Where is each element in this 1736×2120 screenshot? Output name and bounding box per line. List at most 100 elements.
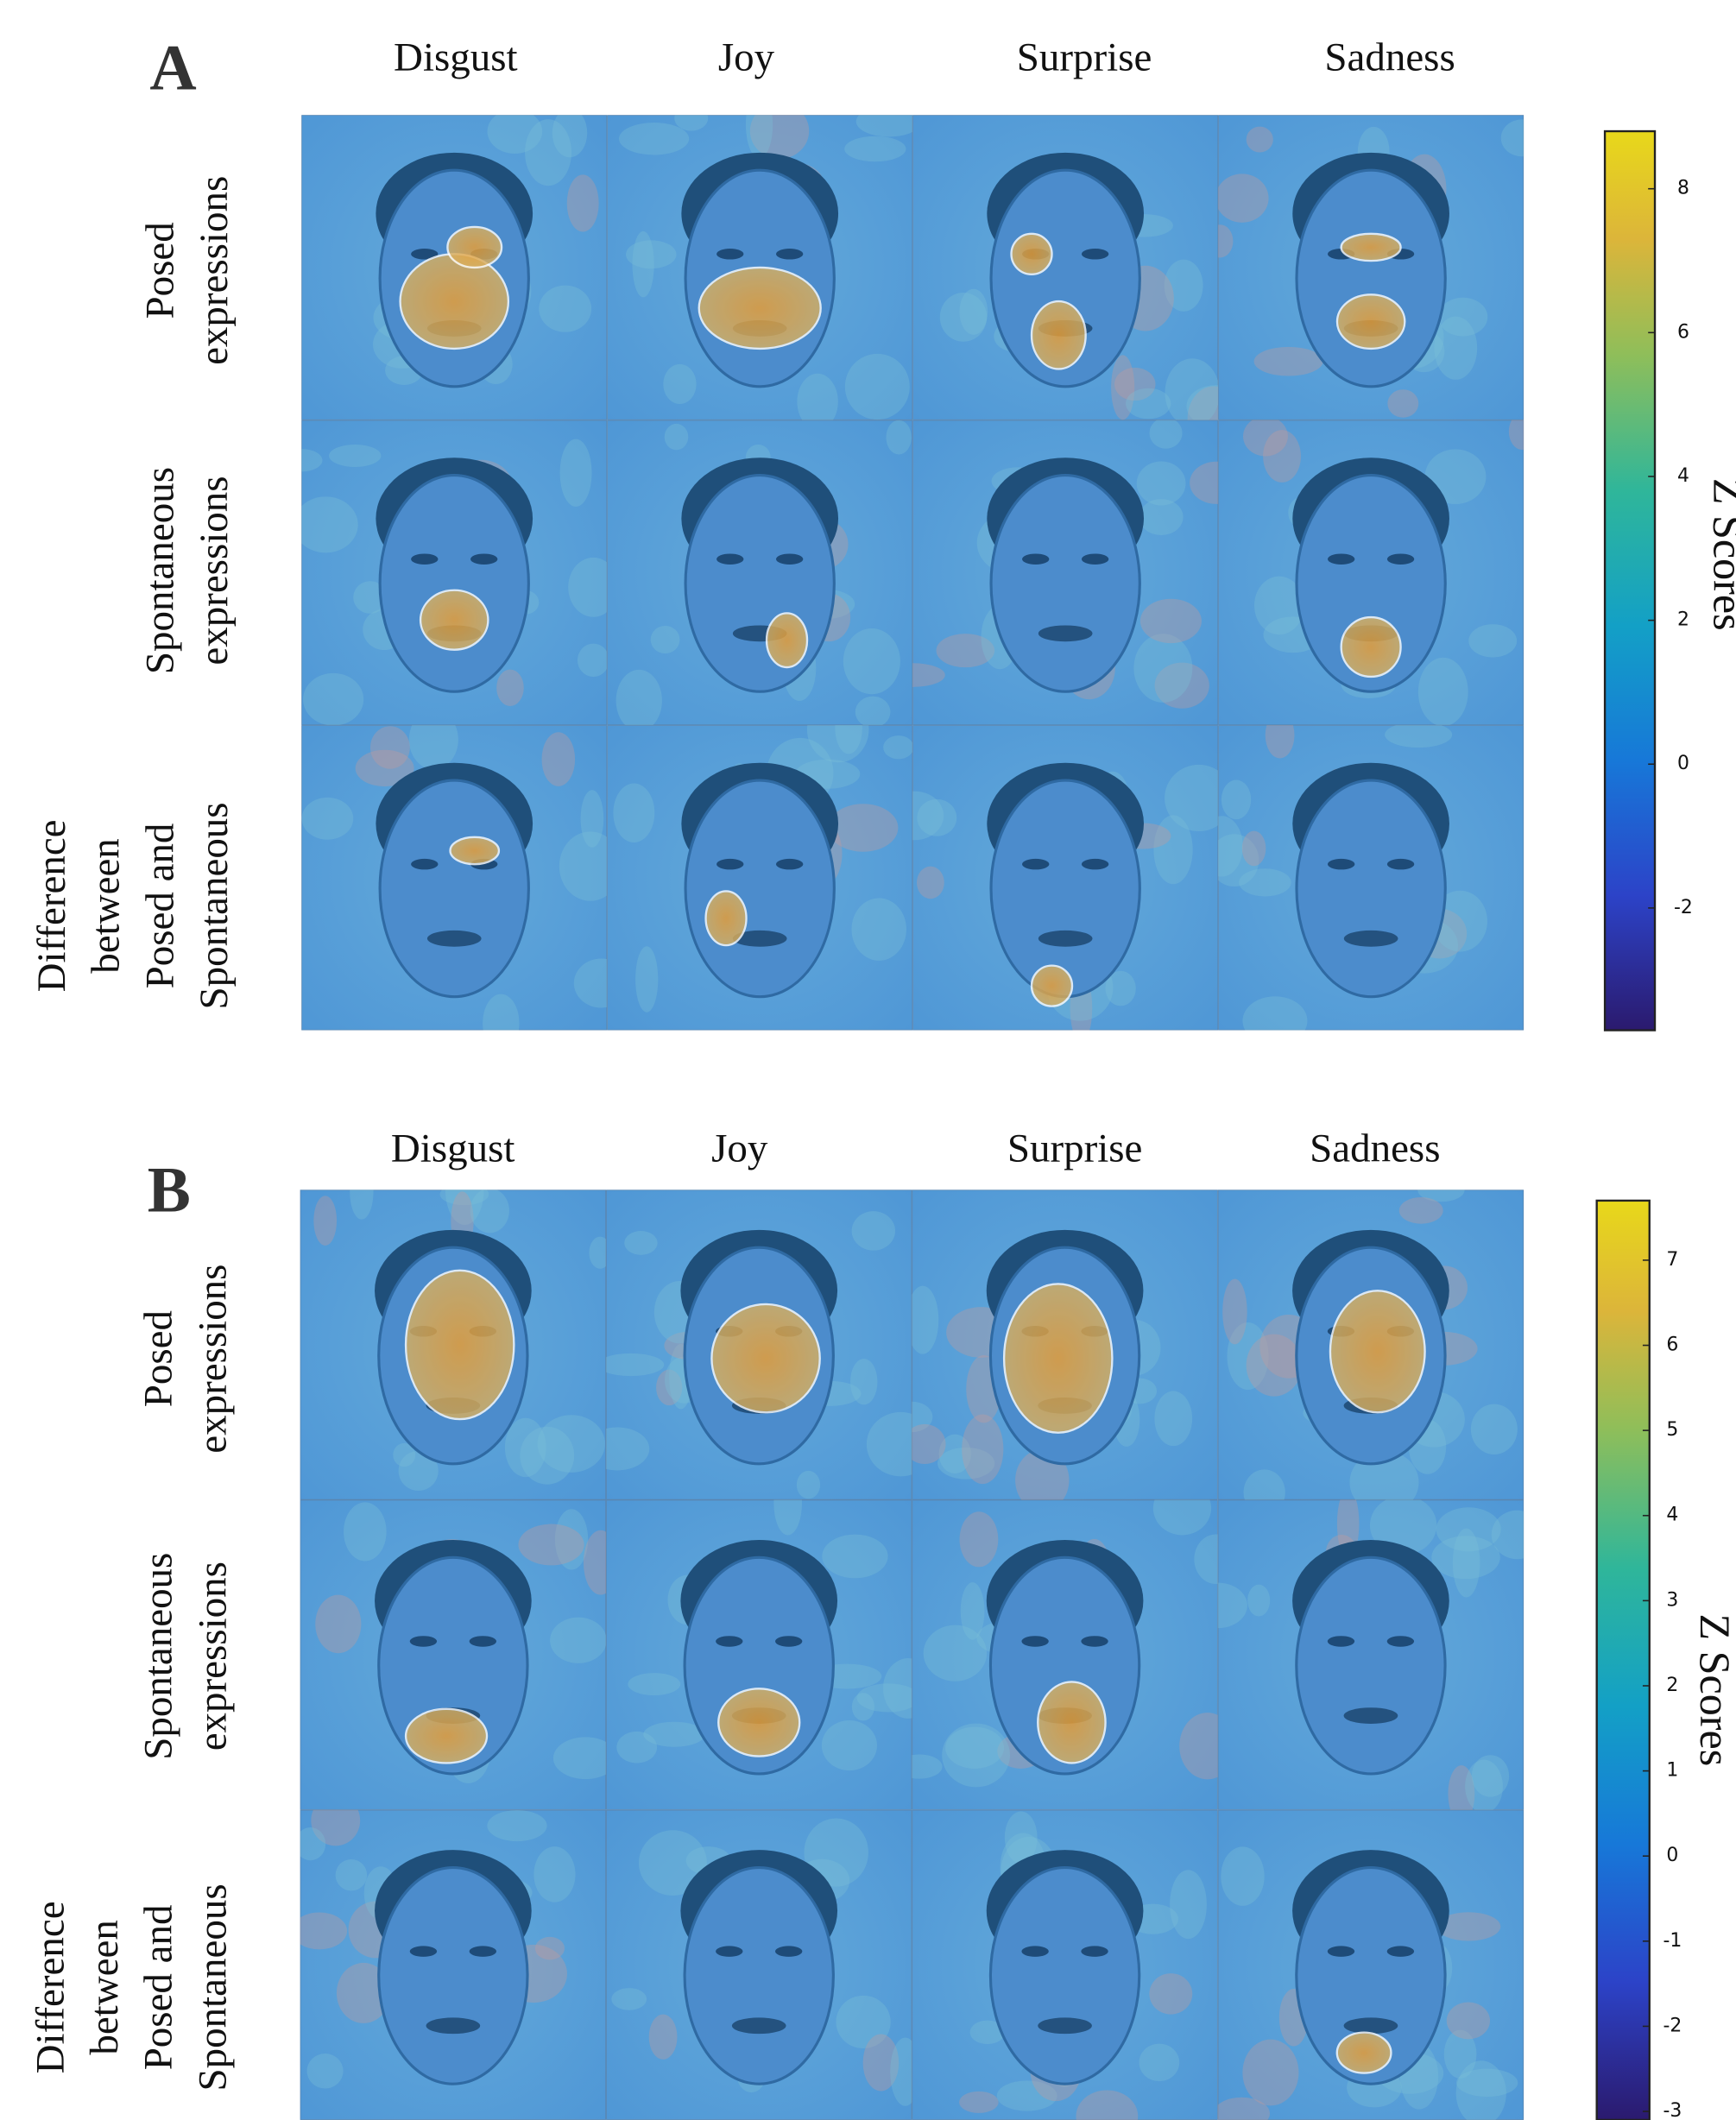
noise-blob: [487, 1810, 546, 1841]
eye: [1082, 249, 1108, 260]
noise-blob: [616, 1732, 657, 1764]
noise-blob: [597, 1353, 664, 1376]
significant-region: [1337, 294, 1405, 349]
eye: [1328, 859, 1354, 870]
eye: [411, 859, 438, 870]
eye: [1081, 1636, 1108, 1647]
mouth: [427, 931, 482, 947]
noise-blob: [1242, 996, 1307, 1045]
colorbar-tick-label: 2: [1677, 609, 1689, 631]
noise-blob: [635, 946, 658, 1013]
noise-blob: [329, 445, 381, 467]
noise-blob: [611, 1988, 647, 2010]
significant-region: [451, 837, 499, 864]
noise-blob: [1399, 1197, 1443, 1224]
heatmap-cell: [606, 1810, 920, 2120]
eye: [775, 1946, 802, 1957]
heatmap-cell: [892, 1189, 1218, 1511]
noise-blob: [851, 898, 906, 960]
face: [685, 476, 834, 692]
eye: [716, 859, 743, 870]
eye: [1082, 553, 1108, 565]
column-label: Disgust: [391, 1126, 515, 1170]
mouth: [1344, 931, 1398, 947]
significant-region: [718, 1688, 799, 1756]
noise-blob: [945, 1727, 1004, 1769]
mouth: [1038, 931, 1093, 947]
heatmap-cell: [300, 1157, 611, 1500]
noise-blob: [1215, 174, 1269, 222]
significant-region: [699, 268, 821, 349]
noise-blob: [852, 1211, 895, 1251]
noise-blob: [567, 174, 599, 231]
eye: [716, 249, 743, 260]
row-label: Spontaneous: [192, 802, 237, 1009]
eye: [716, 553, 743, 565]
noise-blob: [665, 424, 689, 450]
noise-blob: [560, 439, 592, 507]
eye: [1082, 859, 1108, 870]
mouth: [732, 2017, 786, 2034]
face: [379, 1868, 527, 2085]
significant-region: [447, 227, 502, 268]
column-label: Surprise: [1007, 1126, 1143, 1170]
eye: [1022, 553, 1049, 565]
row-label: expressions: [190, 1562, 235, 1751]
row-label: expressions: [192, 476, 237, 665]
noise-blob: [518, 1524, 584, 1566]
eye: [1387, 553, 1414, 565]
noise-blob: [1243, 416, 1288, 456]
panel-letter: B: [148, 1154, 191, 1226]
colorbar-tick-label: 0: [1677, 753, 1689, 774]
noise-blob: [307, 2054, 344, 2088]
row-label: Posed and: [137, 823, 182, 989]
colorbar: [1597, 1201, 1650, 2120]
eye: [776, 249, 803, 260]
significant-region: [406, 1709, 487, 1764]
noise-blob: [1222, 1279, 1247, 1345]
column-label: Joy: [718, 35, 775, 79]
noise-blob: [674, 105, 708, 130]
mouth: [1038, 2017, 1092, 2034]
noise-blob: [1465, 1760, 1503, 1814]
eye: [1387, 859, 1414, 870]
noise-blob: [1431, 1536, 1499, 1579]
eye: [776, 859, 803, 870]
noise-blob: [828, 804, 898, 852]
significant-region: [420, 590, 488, 650]
noise-blob: [1247, 1585, 1270, 1617]
eye: [1021, 1636, 1048, 1647]
colorbar-label: Z Scores: [1704, 478, 1736, 631]
face: [1297, 170, 1445, 387]
heatmap-cell: [881, 418, 1243, 725]
heatmap-cell: [897, 1481, 1238, 1810]
face: [685, 1868, 833, 2085]
colorbar-label: Z Scores: [1691, 1613, 1736, 1766]
noise-blob: [649, 2015, 678, 2060]
noise-blob: [538, 1415, 605, 1473]
page: {"panels": [ {"label": "A", "columns": […: [0, 0, 1736, 2120]
heatmap-cell: [300, 1500, 618, 1810]
noise-blob: [1140, 599, 1202, 643]
noise-blob: [350, 1164, 373, 1220]
row-label: expressions: [190, 1265, 235, 1454]
noise-blob: [959, 2092, 999, 2113]
face: [990, 1868, 1139, 2085]
noise-blob: [850, 1359, 877, 1404]
colorbar-tick-label: 3: [1666, 1589, 1678, 1611]
noise-blob: [628, 1673, 680, 1695]
colorbar-tick-label: 7: [1666, 1249, 1678, 1271]
heatmap-cell: [607, 91, 921, 429]
significant-region: [711, 1304, 819, 1412]
mouth: [1344, 1707, 1398, 1724]
colorbar-tick-label: -2: [1674, 897, 1693, 918]
noise-blob: [1456, 2069, 1518, 2097]
significant-region: [1038, 1681, 1105, 1763]
noise-blob: [843, 628, 900, 694]
noise-blob: [1438, 298, 1487, 337]
noise-blob: [1126, 388, 1171, 420]
noise-blob: [303, 673, 363, 726]
eye: [411, 553, 438, 565]
panel-letter: A: [149, 32, 196, 104]
noise-blob: [962, 1415, 1003, 1485]
